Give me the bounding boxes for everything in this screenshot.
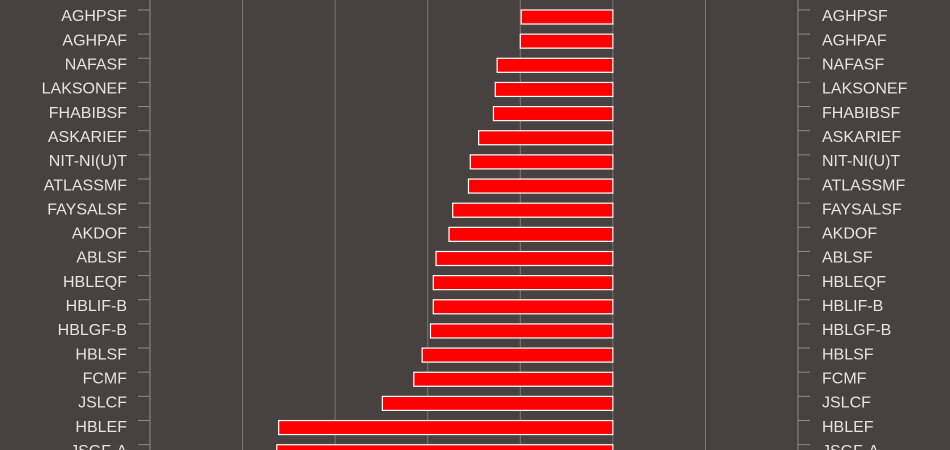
category-label: ABLSF	[76, 250, 127, 267]
category-label-right: NIT-NI(U)T	[822, 153, 900, 170]
category-label-right: FHABIBSF	[822, 105, 900, 122]
category-label: NIT-NI(U)T	[49, 153, 127, 170]
category-label-right: FCMF	[822, 370, 867, 387]
bar	[519, 33, 614, 49]
category-label: HBLSF	[75, 346, 127, 363]
category-label: HBLIF-B	[66, 298, 127, 315]
bar	[478, 130, 614, 146]
bar	[467, 178, 614, 194]
bar	[435, 250, 614, 267]
bar	[492, 105, 614, 122]
category-label: JSLCF	[78, 395, 127, 412]
category-label-right: HBLSF	[822, 346, 874, 363]
category-label-right: AKDOF	[822, 226, 877, 243]
category-label: JSGF-A	[70, 443, 127, 450]
category-label: FAYSALSF	[47, 201, 127, 218]
bar	[469, 154, 614, 170]
category-label: NAFASF	[65, 57, 127, 74]
bar	[520, 9, 614, 25]
category-label: ATLASSMF	[44, 177, 128, 194]
bar	[432, 275, 614, 291]
category-label-right: HBLGF-B	[822, 322, 891, 339]
category-label-right: ATLASSMF	[822, 177, 906, 194]
category-label-right: ASKARIEF	[822, 129, 901, 146]
category-label-right: JSLCF	[822, 395, 871, 412]
category-label: HBLEF	[75, 419, 127, 436]
category-label: LAKSONEF	[42, 81, 128, 98]
category-label: AKDOF	[72, 226, 127, 243]
category-label: HBLGF-B	[58, 322, 127, 339]
bar	[432, 299, 614, 315]
category-label-right: HBLEQF	[822, 274, 886, 291]
category-label-right: HBLIF-B	[822, 298, 883, 315]
category-label: AGHPSF	[61, 8, 127, 25]
bar	[448, 226, 614, 242]
category-label-right: AGHPSF	[822, 8, 888, 25]
category-label-right: NAFASF	[822, 57, 884, 74]
category-label: FHABIBSF	[49, 105, 127, 122]
bar	[421, 347, 614, 363]
bar	[496, 57, 614, 73]
bar	[278, 419, 614, 436]
bar	[429, 323, 614, 339]
bar	[494, 81, 614, 98]
category-label: AGHPAF	[62, 32, 127, 49]
category-label-right: LAKSONEF	[822, 81, 908, 98]
category-label-right: ABLSF	[822, 250, 873, 267]
category-label: FCMF	[83, 370, 128, 387]
category-label-right: JSGF-A	[822, 443, 879, 450]
bar	[276, 444, 614, 450]
bar	[413, 371, 614, 387]
category-label-right: AGHPAF	[822, 32, 887, 49]
category-label: HBLEQF	[63, 274, 127, 291]
category-label: ASKARIEF	[48, 129, 127, 146]
bar	[452, 202, 614, 218]
category-label-right: HBLEF	[822, 419, 874, 436]
category-label-right: FAYSALSF	[822, 201, 902, 218]
bar	[381, 395, 614, 411]
